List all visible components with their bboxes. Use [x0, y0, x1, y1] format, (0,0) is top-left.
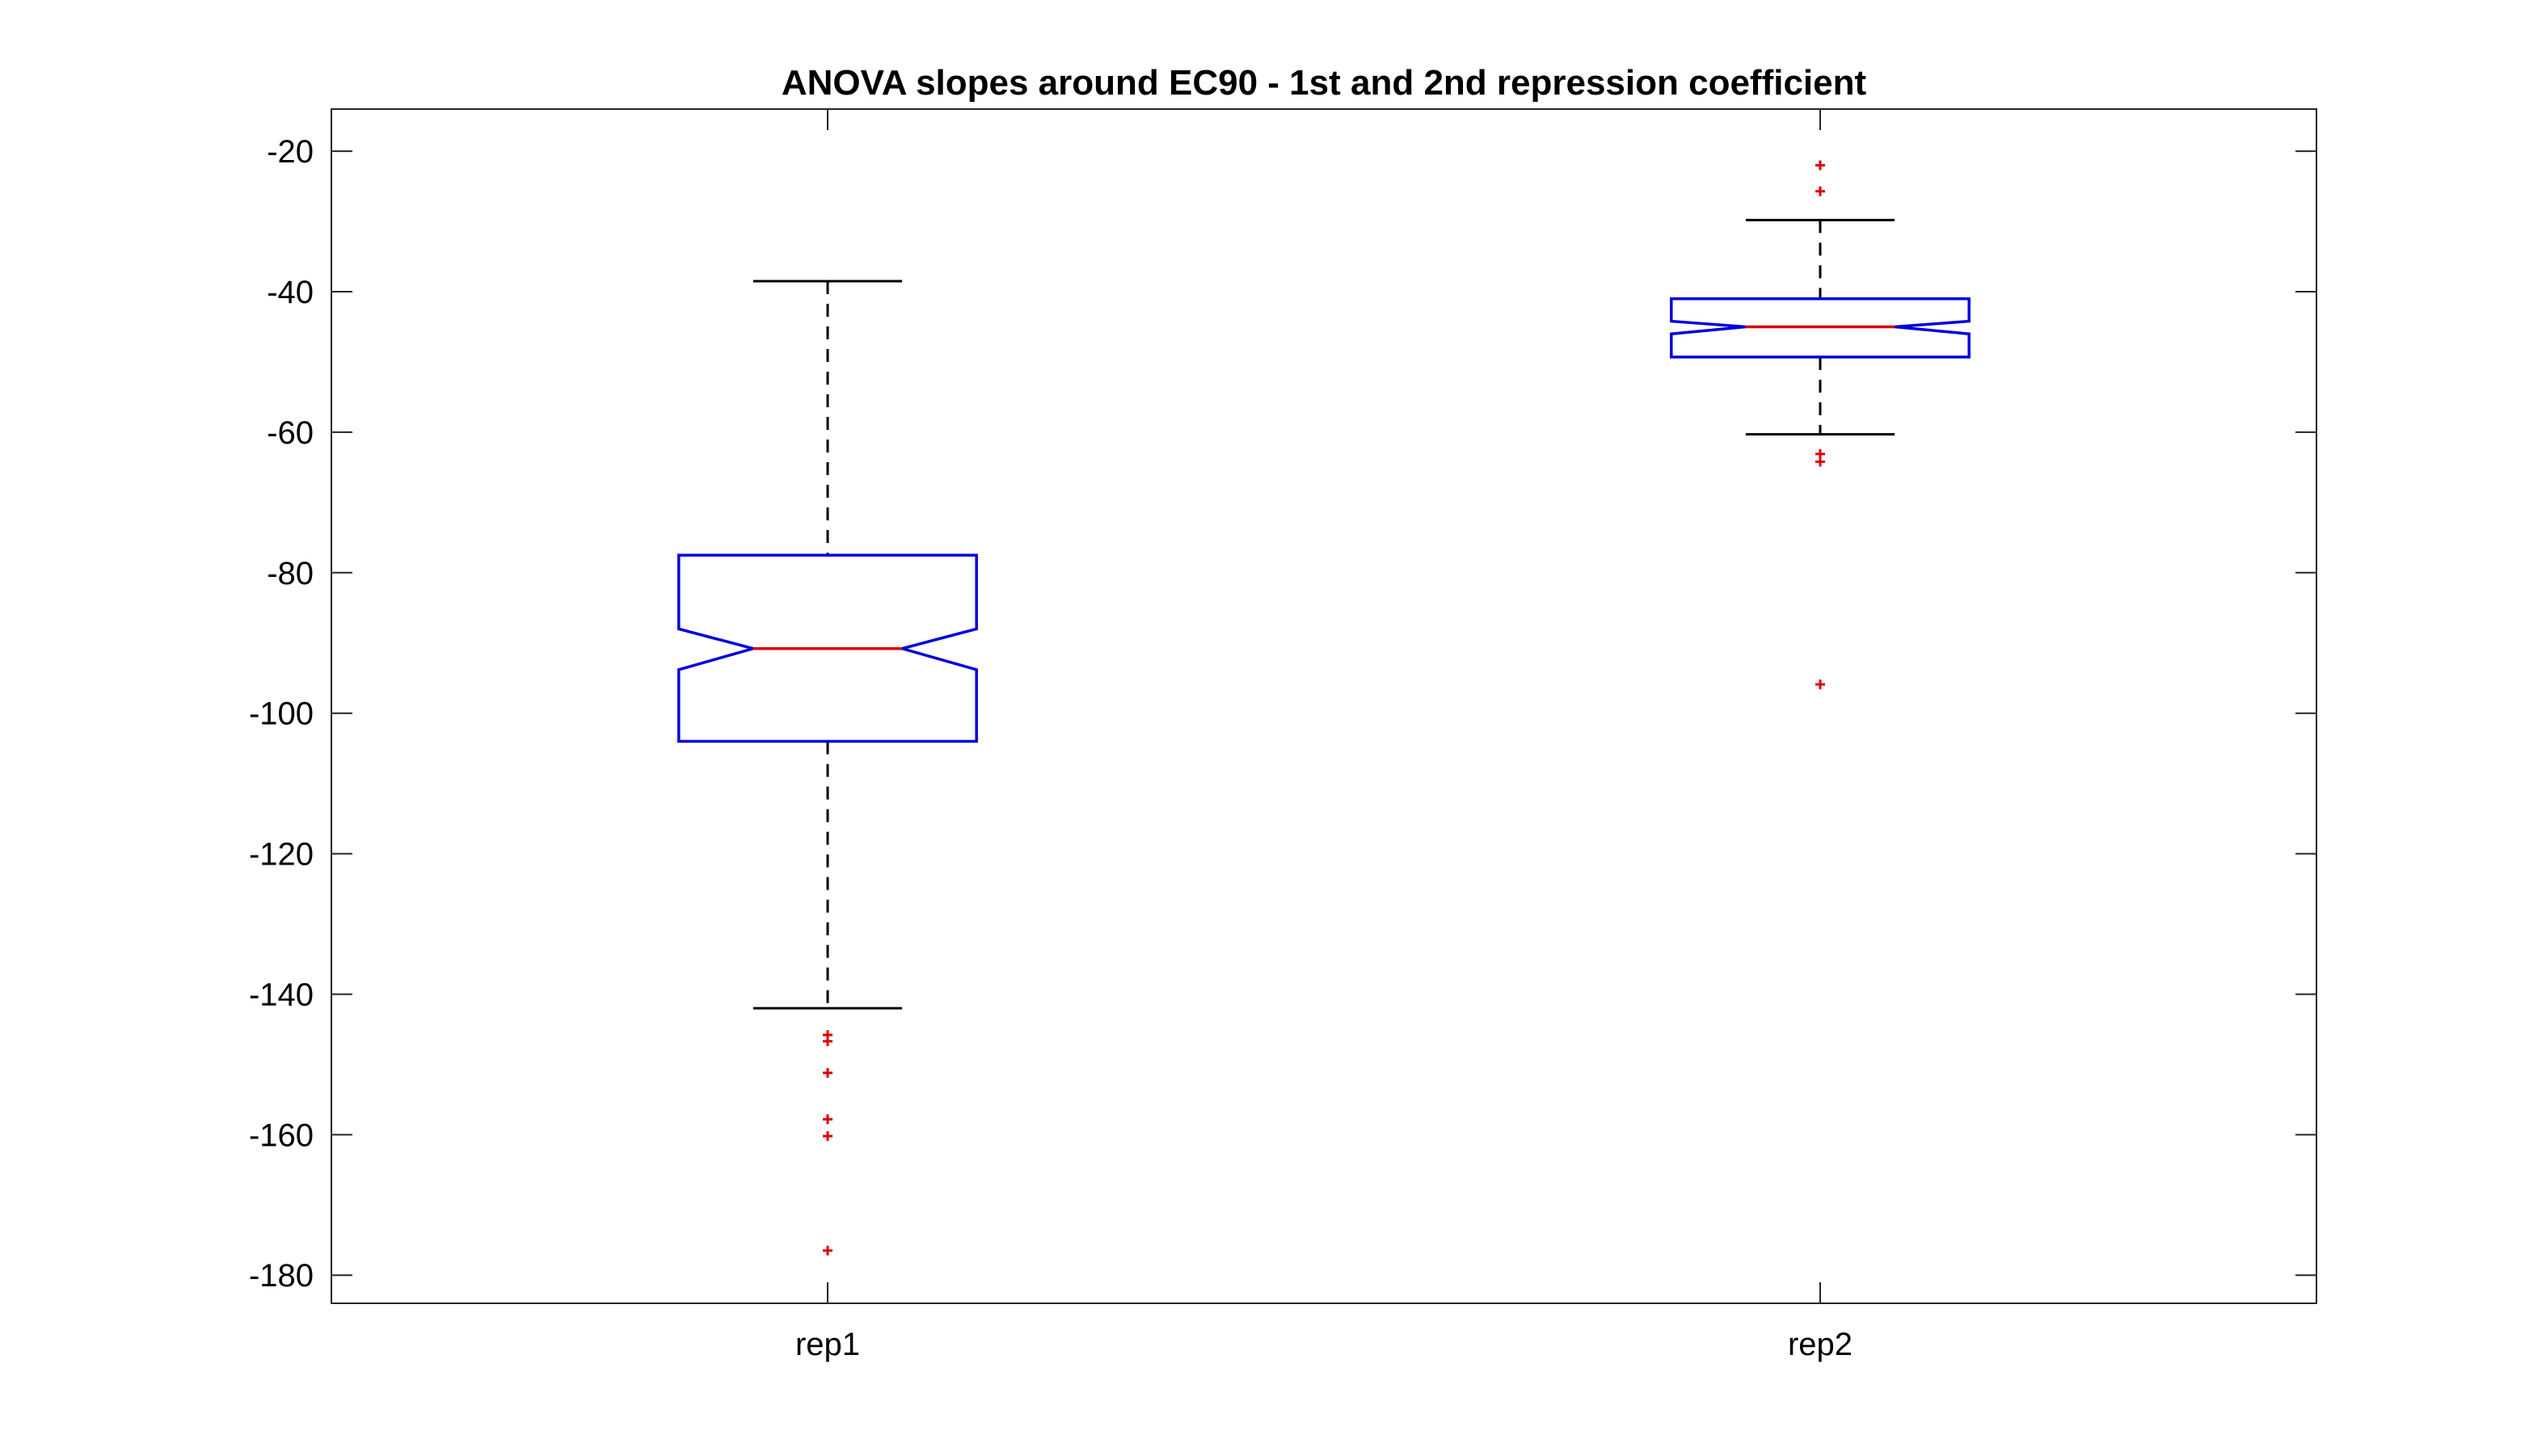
notched-box	[677, 553, 978, 743]
y-tick-label: -100	[249, 696, 314, 732]
outlier-marker	[823, 1131, 833, 1142]
box-rep1	[677, 280, 978, 1256]
notched-box	[1670, 297, 1971, 359]
box-rep2	[1670, 160, 1971, 690]
y-tick-label: -80	[267, 556, 314, 591]
y-tick-label: -40	[267, 275, 314, 310]
x-tick-label: rep2	[1788, 1327, 1853, 1362]
y-tick-label: -120	[249, 837, 314, 873]
x-tick-label: rep1	[795, 1327, 860, 1362]
y-tick-label: -140	[249, 977, 314, 1012]
outlier-marker	[823, 1245, 833, 1256]
outlier-marker	[823, 1114, 833, 1125]
y-tick-label: -60	[267, 415, 314, 451]
outlier-marker	[823, 1067, 833, 1078]
outlier-marker	[1815, 680, 1825, 690]
plot-area	[331, 108, 2317, 1304]
outlier-marker	[823, 1036, 833, 1046]
outlier-marker	[1815, 160, 1825, 170]
y-axis: -20 -40 -60 -80 -100 -120 -140 -160 -180	[249, 134, 2316, 1294]
box-series	[677, 160, 1971, 1256]
y-tick-label: -20	[267, 134, 314, 170]
x-axis: rep1 rep2	[795, 109, 1853, 1362]
chart-title: ANOVA slopes around EC90 - 1st and 2nd r…	[782, 63, 1867, 103]
outlier-marker	[1815, 186, 1825, 196]
y-tick-label: -160	[249, 1117, 314, 1153]
outlier-marker	[1815, 457, 1825, 467]
y-tick-label: -180	[249, 1258, 314, 1294]
